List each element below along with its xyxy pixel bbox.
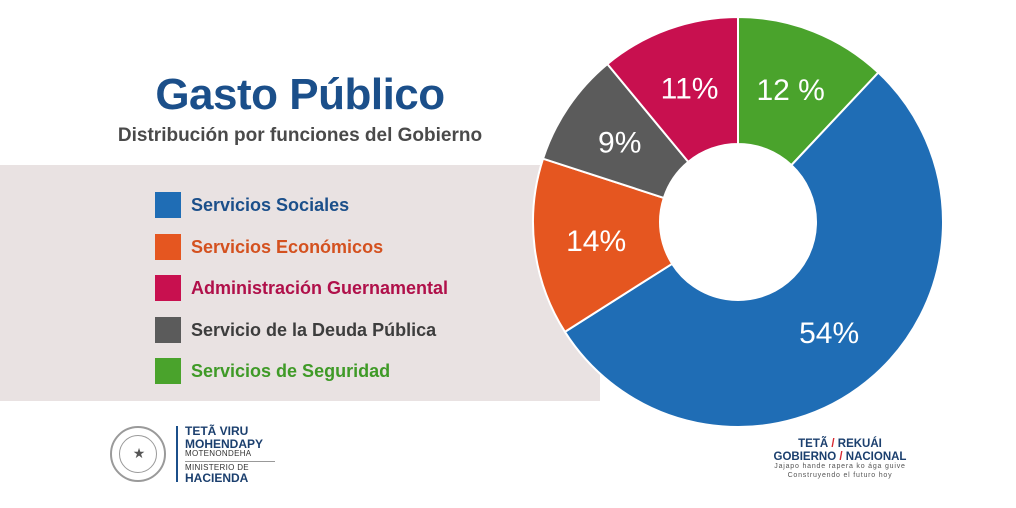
ministry-name: TETÃ VIRU MOHENDAPY MOTENONDEHA MINISTER… (185, 425, 275, 485)
national-seal-icon: ★ (110, 426, 166, 482)
legend-swatch (155, 192, 181, 218)
donut-slice (563, 71, 944, 428)
ministry-line: MOTENONDEHA (185, 449, 252, 459)
logo-divider (176, 426, 178, 482)
ministry-line: MINISTERIO DE (185, 462, 249, 472)
slice-value-label: 54% (799, 317, 859, 350)
page-title: Gasto Público (155, 70, 445, 119)
government-logo: TETÃ / REKUÁI GOBIERNO / NACIONAL Jajapo… (760, 438, 920, 488)
slice-value-label: 11% (661, 72, 719, 105)
ministry-line: HACIENDA (185, 470, 249, 485)
legend-swatch (155, 316, 181, 343)
legend-label: Servicios de Seguridad (191, 361, 391, 381)
gov-word: REKUÁI (837, 438, 882, 450)
ministry-logo: ★ TETÃ VIRU MOHENDAPY MOTENONDEHA MINIST… (110, 422, 310, 485)
gov-word: GOBIERNO (773, 450, 837, 463)
donut-slice (737, 15, 880, 167)
legend-label: Administración Guernamental (191, 278, 449, 298)
ministry-line: TETÃ VIRU (185, 424, 249, 438)
donut-slice (532, 157, 674, 334)
legend-swatch (155, 358, 181, 384)
legend-background-band (0, 165, 600, 401)
legend-swatch (155, 275, 181, 301)
legend-swatch (155, 233, 181, 260)
gov-tagline: Construyendo el futuro hoy (787, 471, 893, 479)
slice-value-label: 14% (566, 225, 626, 258)
donut-slice (605, 15, 739, 164)
gov-word: TETÃ (798, 438, 829, 450)
ministry-line: MOHENDAPY (185, 436, 264, 451)
slice-value-label: 12 % (756, 74, 824, 107)
gov-slash-icon: / (831, 438, 835, 450)
legend-label: Servicio de la Deuda Pública (191, 319, 437, 340)
slice-value-label: 9% (598, 127, 641, 160)
page-subtitle: Distribución por funciones del Gobierno (117, 125, 483, 146)
gov-word: NACIONAL (845, 450, 907, 463)
gov-tagline: Jajapo hande rapera ko ága guive (774, 463, 906, 471)
legend-label: Servicios Económicos (191, 236, 384, 257)
legend-label: Servicios Sociales (191, 195, 350, 215)
